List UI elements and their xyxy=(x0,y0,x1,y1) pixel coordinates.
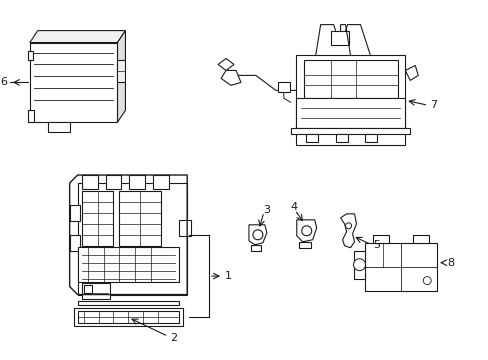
Bar xyxy=(78,183,187,294)
Circle shape xyxy=(301,226,311,236)
Bar xyxy=(78,301,179,305)
Bar xyxy=(117,60,125,82)
Bar xyxy=(250,245,261,251)
Polygon shape xyxy=(405,66,417,80)
Circle shape xyxy=(353,259,365,271)
Bar xyxy=(83,285,91,293)
Polygon shape xyxy=(30,31,125,42)
Bar xyxy=(290,128,409,134)
Bar xyxy=(373,235,388,243)
Text: 3: 3 xyxy=(263,205,269,215)
Bar xyxy=(28,50,33,60)
Text: 5: 5 xyxy=(373,240,380,250)
Bar xyxy=(81,191,113,246)
Bar xyxy=(179,220,191,236)
Polygon shape xyxy=(296,220,316,242)
Bar xyxy=(353,251,365,279)
Text: 6: 6 xyxy=(0,77,7,87)
Bar xyxy=(295,55,405,145)
Text: 7: 7 xyxy=(429,100,436,110)
Bar xyxy=(78,311,179,323)
Bar xyxy=(28,110,34,122)
Bar xyxy=(81,175,97,189)
Bar xyxy=(105,175,121,189)
Bar xyxy=(129,175,145,189)
Polygon shape xyxy=(221,71,241,85)
Bar xyxy=(365,134,377,142)
Circle shape xyxy=(345,223,351,229)
Bar xyxy=(330,31,348,45)
Bar xyxy=(69,205,80,221)
Bar xyxy=(74,309,183,327)
Bar xyxy=(303,60,398,98)
Bar xyxy=(30,42,117,122)
Text: 4: 4 xyxy=(290,202,297,212)
Bar xyxy=(81,283,109,298)
Bar xyxy=(69,235,80,251)
Bar xyxy=(412,235,428,243)
Bar xyxy=(335,134,347,142)
Polygon shape xyxy=(248,225,266,245)
Circle shape xyxy=(252,230,263,240)
Bar xyxy=(295,98,405,128)
Bar xyxy=(277,82,289,93)
Polygon shape xyxy=(117,31,125,122)
Polygon shape xyxy=(218,58,234,71)
Bar xyxy=(298,242,310,248)
Bar xyxy=(78,247,179,282)
Text: 1: 1 xyxy=(224,271,232,281)
Bar xyxy=(365,243,436,291)
Circle shape xyxy=(423,276,430,285)
Bar xyxy=(305,134,317,142)
Text: 2: 2 xyxy=(170,333,177,343)
Bar xyxy=(48,122,69,132)
Text: 8: 8 xyxy=(446,258,453,268)
Polygon shape xyxy=(340,214,356,248)
Bar xyxy=(153,175,169,189)
Bar xyxy=(119,191,161,246)
